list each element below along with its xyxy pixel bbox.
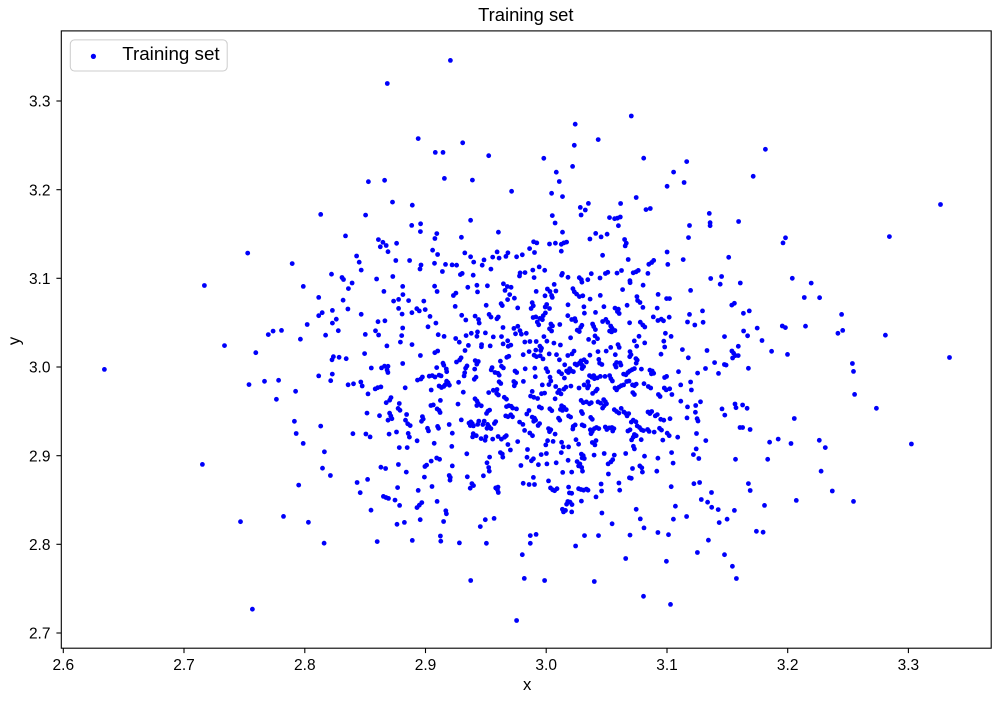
svg-text:3.3: 3.3 — [29, 94, 51, 111]
svg-text:3.2: 3.2 — [29, 182, 51, 199]
svg-text:3.1: 3.1 — [656, 657, 678, 674]
svg-text:x: x — [523, 675, 532, 694]
svg-text:2.8: 2.8 — [29, 537, 51, 554]
svg-text:y: y — [5, 336, 24, 345]
svg-text:3.0: 3.0 — [29, 360, 51, 377]
svg-text:Training set: Training set — [122, 43, 220, 64]
svg-text:2.8: 2.8 — [294, 657, 316, 674]
svg-text:2.9: 2.9 — [415, 657, 437, 674]
svg-text:2.9: 2.9 — [29, 448, 51, 465]
svg-text:3.3: 3.3 — [898, 657, 920, 674]
svg-text:3.1: 3.1 — [29, 271, 51, 288]
svg-text:2.7: 2.7 — [29, 626, 51, 643]
svg-text:Training set: Training set — [478, 4, 573, 25]
svg-text:2.7: 2.7 — [173, 657, 195, 674]
svg-text:2.6: 2.6 — [53, 657, 75, 674]
svg-text:3.2: 3.2 — [777, 657, 799, 674]
svg-text:3.0: 3.0 — [535, 657, 557, 674]
